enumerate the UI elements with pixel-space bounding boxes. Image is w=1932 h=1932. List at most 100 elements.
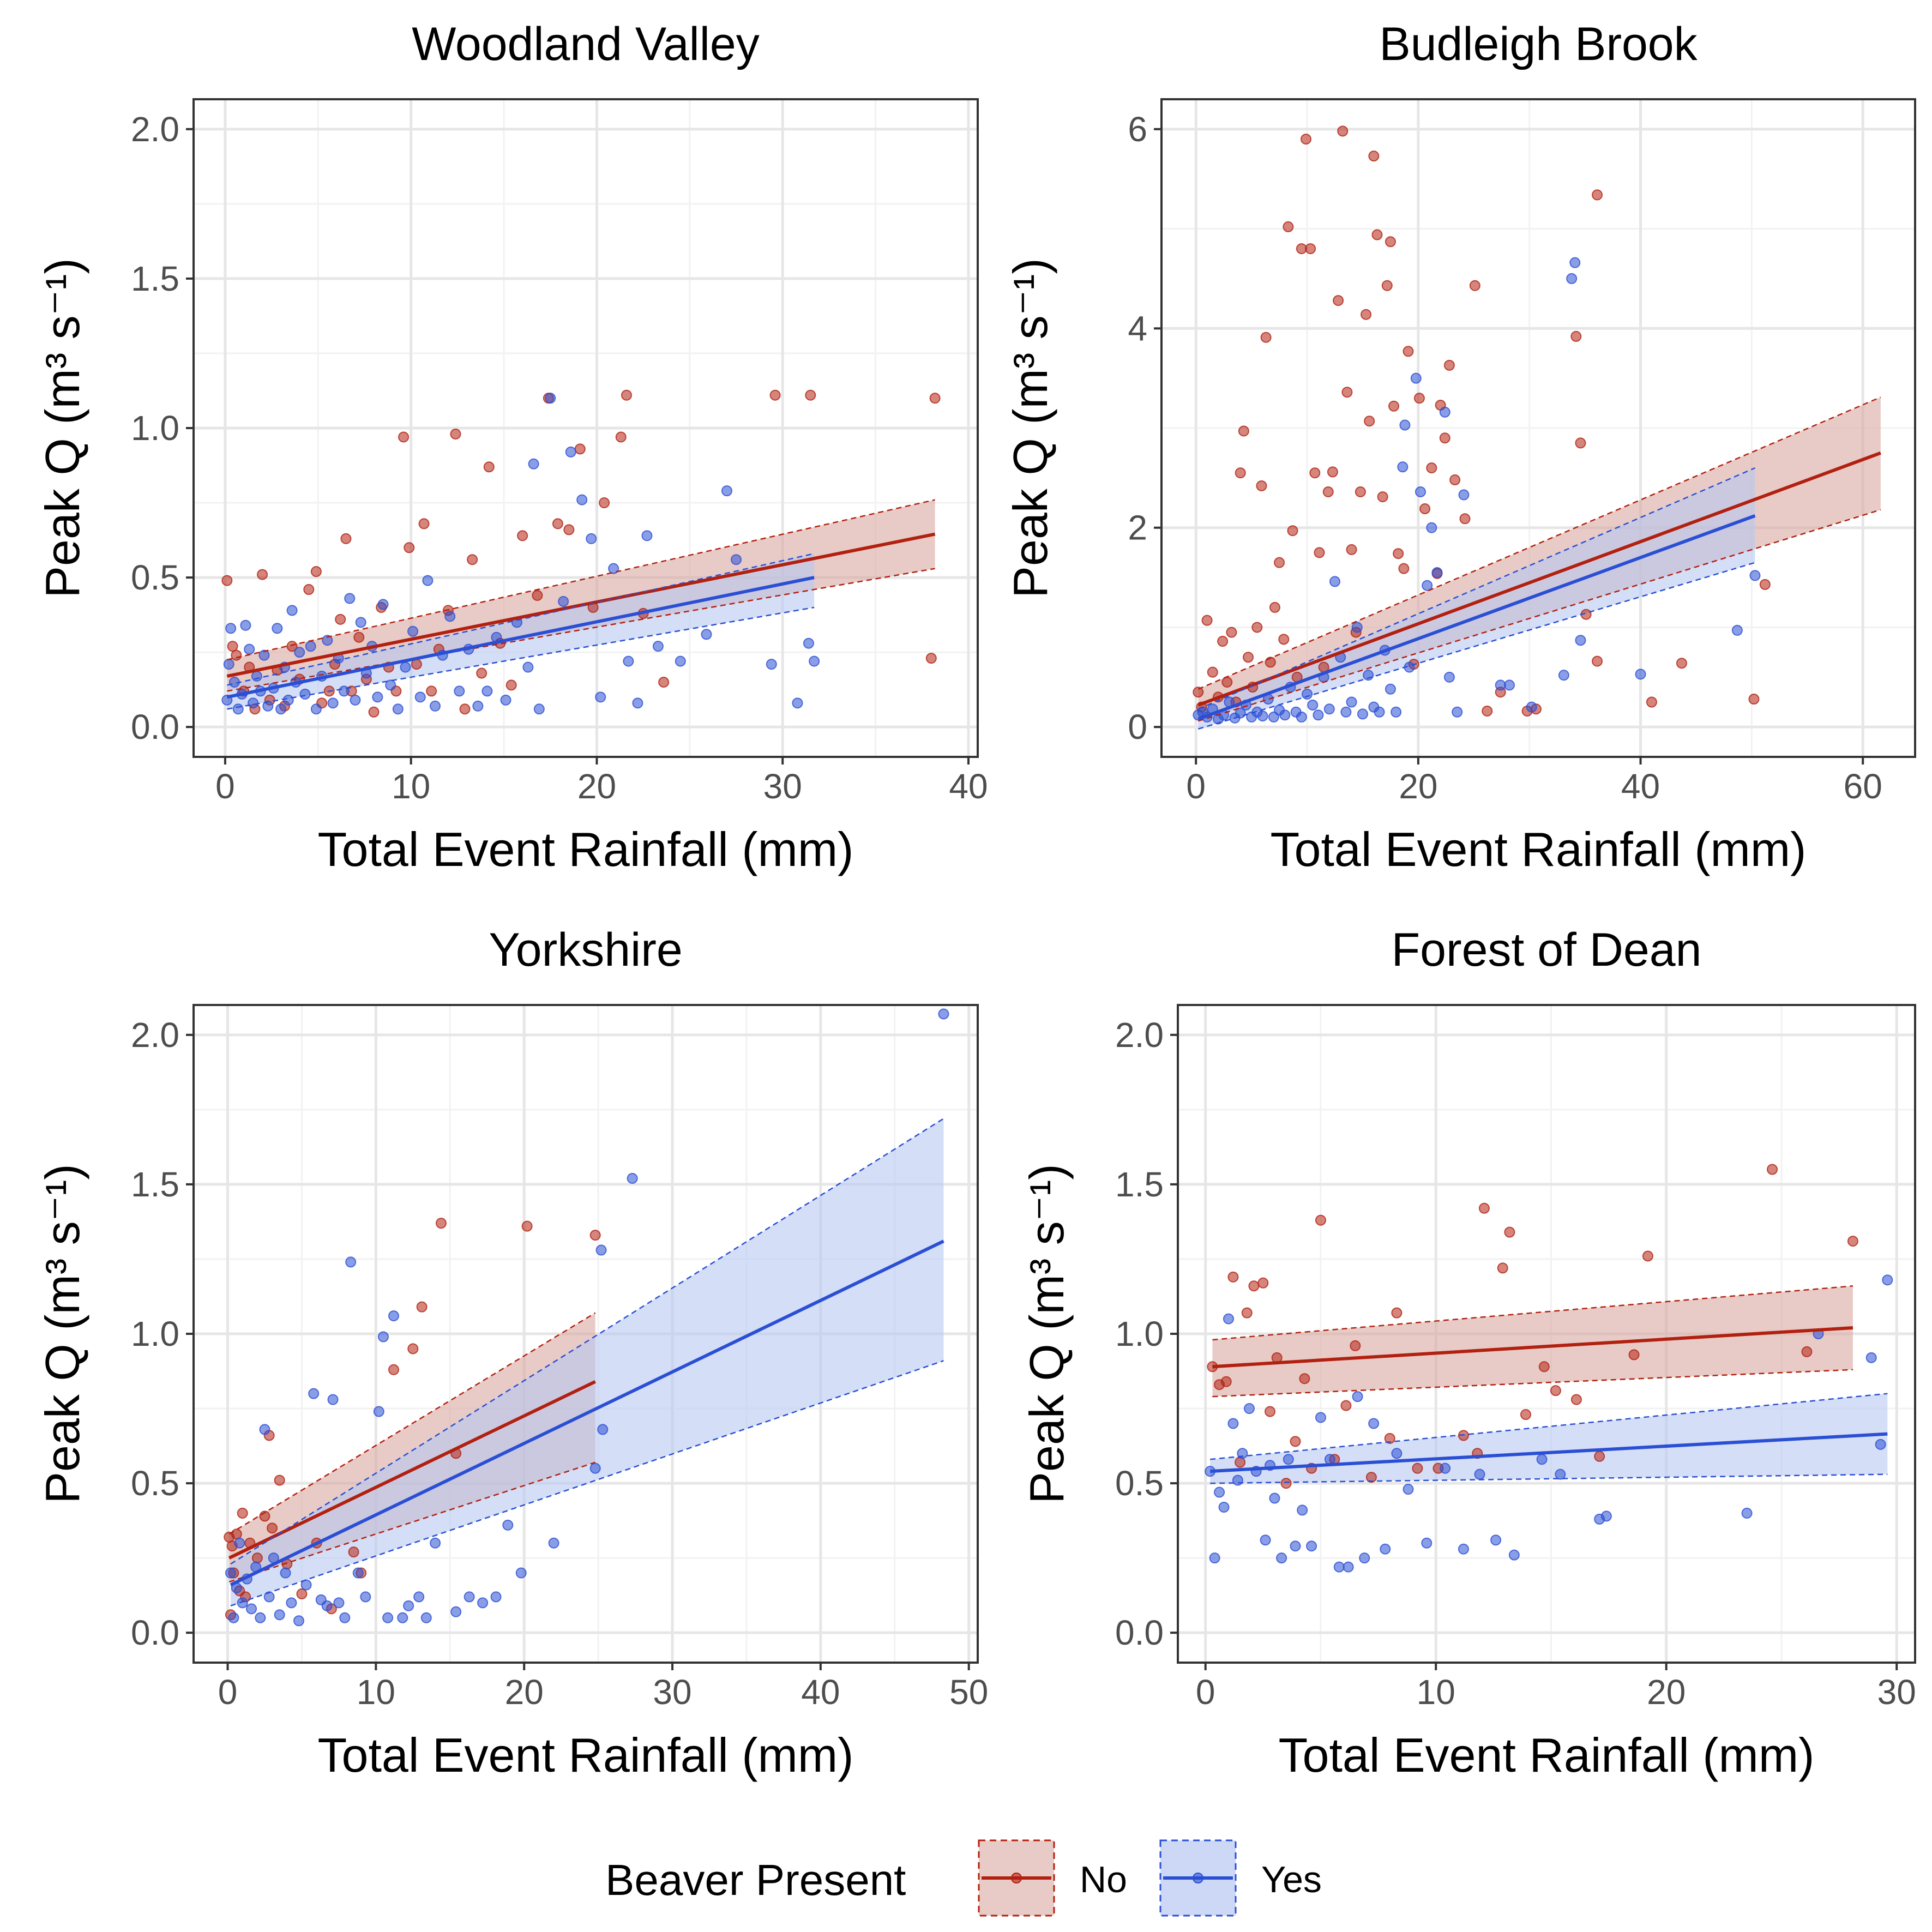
- x-tick-label: 40: [1621, 767, 1660, 806]
- band-lower-yes: [230, 1360, 944, 1607]
- confidence-band-yes: [1198, 468, 1755, 729]
- data-point-yes: [1443, 671, 1455, 683]
- data-point-no: [1426, 462, 1437, 474]
- data-point-yes: [293, 1615, 305, 1627]
- data-point-yes: [1635, 669, 1646, 680]
- x-tick-label: 50: [949, 1672, 988, 1712]
- data-point-no: [1443, 359, 1455, 371]
- data-point-yes: [286, 1597, 297, 1609]
- data-point-yes: [274, 1609, 285, 1621]
- data-point-yes: [1329, 576, 1340, 587]
- data-point-yes: [373, 1406, 384, 1417]
- band-upper-no: [1197, 396, 1881, 690]
- data-point-no: [1371, 229, 1383, 240]
- data-point-no: [1748, 694, 1760, 705]
- data-point-no: [1322, 486, 1334, 497]
- data-point-yes: [1508, 1549, 1520, 1561]
- data-point-no: [1570, 330, 1582, 342]
- data-point-no: [1227, 1271, 1239, 1283]
- band-upper-no: [227, 499, 935, 661]
- data-point-yes: [623, 655, 634, 667]
- band-lower-no: [1197, 509, 1881, 722]
- data-point-no: [1287, 525, 1298, 537]
- data-point-no: [388, 1364, 399, 1375]
- data-point-no: [532, 589, 543, 601]
- band-upper-yes: [1197, 467, 1755, 710]
- data-point-yes: [1575, 635, 1586, 646]
- y-tick-label: 1.5: [131, 259, 179, 298]
- band-lower-no: [227, 568, 935, 692]
- data-point-yes: [322, 635, 333, 646]
- data-point-no: [1274, 557, 1285, 568]
- x-tick-label: 10: [392, 767, 430, 806]
- data-point-yes: [608, 563, 619, 574]
- data-point-yes: [1214, 1486, 1225, 1498]
- data-point-yes: [397, 1612, 408, 1623]
- y-axis-label: Peak Q (m³ s⁻¹): [35, 258, 89, 598]
- data-point-no: [1520, 1409, 1531, 1421]
- data-point-no: [1364, 416, 1375, 427]
- data-point-no: [621, 389, 632, 401]
- data-point-no: [274, 1474, 285, 1486]
- data-point-yes: [490, 1591, 502, 1603]
- data-point-yes: [1391, 1448, 1403, 1459]
- data-point-no: [563, 524, 575, 535]
- data-point-yes: [1410, 372, 1422, 384]
- legend-key-yes: [1159, 1839, 1237, 1917]
- data-point-no: [1361, 309, 1372, 320]
- data-point-yes: [1243, 1403, 1255, 1415]
- data-point-yes: [1431, 567, 1443, 578]
- data-point-yes: [299, 688, 311, 700]
- legend-label-yes: Yes: [1261, 1859, 1322, 1900]
- data-point-yes: [1452, 706, 1463, 718]
- data-point-no: [1217, 636, 1229, 647]
- data-point-no: [925, 653, 937, 664]
- band-lower-yes: [1197, 562, 1755, 730]
- data-point-no: [1646, 696, 1657, 708]
- data-point-no: [1594, 1450, 1605, 1462]
- data-point-no: [769, 389, 781, 401]
- data-point-yes: [809, 655, 820, 667]
- fit-line-no: [1197, 451, 1881, 707]
- data-point-no: [1315, 1214, 1326, 1226]
- data-point-no: [450, 428, 461, 440]
- data-point-yes: [388, 1310, 399, 1322]
- data-point-yes: [305, 641, 316, 652]
- data-point-no: [1504, 1226, 1515, 1238]
- data-point-no: [1299, 1373, 1310, 1385]
- data-point-yes: [1440, 1462, 1451, 1474]
- data-point-yes: [500, 694, 511, 706]
- data-point-no: [426, 685, 437, 697]
- data-point-yes: [407, 625, 419, 637]
- data-point-yes: [1422, 580, 1433, 591]
- data-point-yes: [597, 1424, 609, 1435]
- data-point-no: [1478, 1202, 1490, 1214]
- panel-yorkshire: 0 10 20 30 40 50 0.0 0.5 1.0 1.5 2.0 Yorkshire Total…: [35, 924, 988, 1782]
- legend: Beaver Present No Yes: [605, 1839, 1322, 1917]
- data-point-yes: [403, 1600, 414, 1611]
- data-point-no: [1403, 346, 1414, 357]
- data-point-yes: [385, 679, 396, 691]
- y-tick-label: 1.0: [1115, 1314, 1164, 1353]
- data-point-yes: [1865, 1352, 1877, 1363]
- data-point-yes: [1290, 1540, 1301, 1552]
- legend-key-no: [978, 1839, 1055, 1917]
- x-axis-label: Total Event Rainfall (mm): [1279, 1728, 1815, 1782]
- data-point-yes: [1359, 1552, 1370, 1564]
- data-point-yes: [308, 1388, 320, 1399]
- data-point-yes: [310, 703, 322, 715]
- data-point-yes: [1218, 1501, 1230, 1513]
- x-tick-label: 0: [1196, 1672, 1215, 1712]
- x-tick-label: 30: [763, 767, 802, 806]
- data-point-yes: [450, 1606, 462, 1617]
- data-point-no: [1458, 1430, 1469, 1441]
- data-point-yes: [327, 697, 339, 709]
- data-point-yes: [701, 629, 712, 640]
- data-point-no: [231, 1528, 242, 1540]
- data-point-yes: [352, 1567, 364, 1579]
- data-point-yes: [1346, 696, 1357, 708]
- data-point-yes: [528, 458, 539, 470]
- x-tick-label: 10: [357, 1672, 395, 1712]
- data-point-yes: [1324, 1454, 1335, 1465]
- data-point-yes: [1495, 679, 1506, 691]
